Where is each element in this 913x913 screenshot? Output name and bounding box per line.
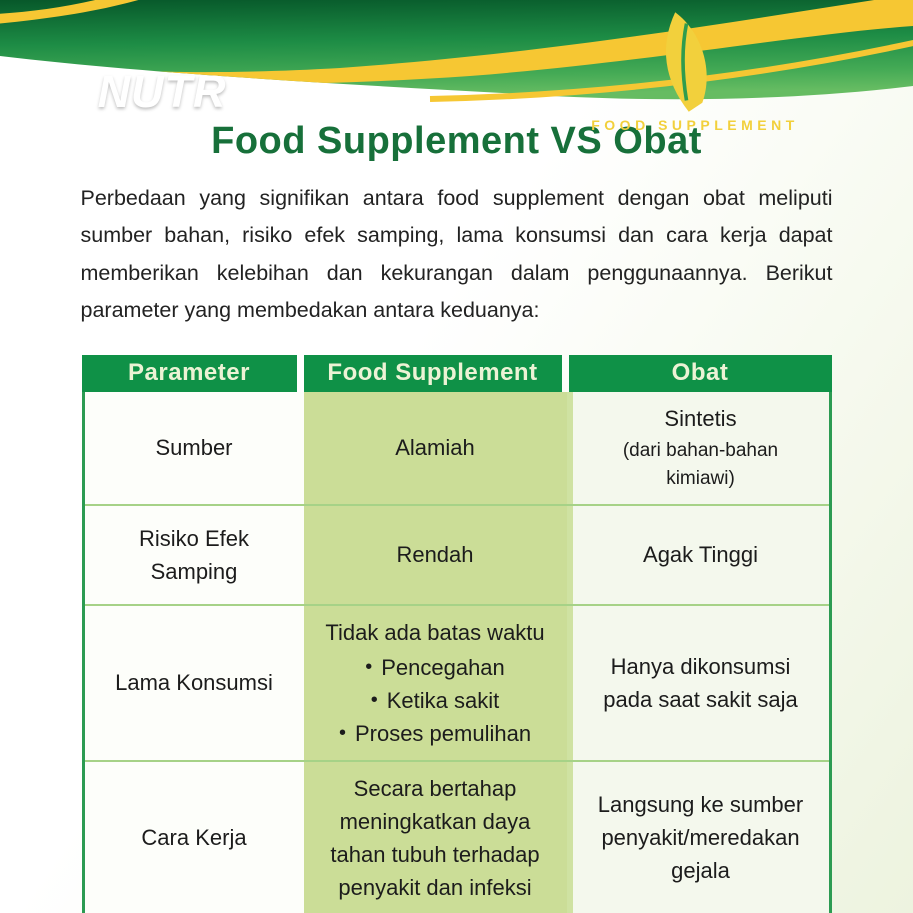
logo-text-nutr: NUTR xyxy=(97,66,227,117)
cell-parameter: Lama Konsumsi xyxy=(84,605,304,760)
supplement-intro-text: Tidak ada batas waktu xyxy=(325,619,545,645)
bullet-text: Pencegahan xyxy=(381,654,505,680)
cell-parameter: Sumber xyxy=(84,391,304,504)
cell-supplement: Alamiah xyxy=(303,391,567,504)
leaf-icon xyxy=(665,12,707,112)
header-food-supplement: Food Supplement xyxy=(303,354,562,392)
obat-note-text: (dari bahan-bahan kimiawi) xyxy=(622,439,779,490)
intro-paragraph: Perbedaan yang signifikan antara food su… xyxy=(80,186,833,323)
cell-obat: Hanya dikonsumsi pada saat sakit saja xyxy=(566,605,829,760)
bullet-text: Proses pemulihan xyxy=(354,720,532,746)
brand-banner: NUTR MAX TM FOOD SUPPLEMENT xyxy=(0,0,913,133)
list-item: • Proses pemulihan xyxy=(339,717,531,750)
cell-parameter: Risiko Efek Samping xyxy=(84,505,304,604)
header-parameter: Parameter xyxy=(81,354,297,392)
bullet-icon: • xyxy=(370,689,378,712)
bullet-text: Ketika sakit xyxy=(386,687,500,713)
cell-obat: Langsung ke sumber penyakit/meredakan ge… xyxy=(566,761,829,913)
list-item: • Pencegahan xyxy=(365,651,505,684)
table-row-risiko: Risiko Efek Samping Rendah Agak Tinggi xyxy=(84,505,829,606)
cell-obat: Sintetis (dari bahan-bahan kimiawi) xyxy=(566,391,829,504)
bullet-icon: • xyxy=(365,656,373,679)
nutrimax-logo: NUTR MAX TM FOOD SUPPLEMENT xyxy=(98,10,826,133)
table-row-sumber: Sumber Alamiah Sintetis (dari bahan-baha… xyxy=(84,391,829,506)
supplement-bullet-list: • Pencegahan • Ketika sakit • Proses pem… xyxy=(339,651,531,750)
comparison-table: Parameter Food Supplement Obat Sumber Al… xyxy=(81,354,832,913)
obat-main-text: Sintetis xyxy=(664,405,737,431)
bullet-icon: • xyxy=(338,722,346,745)
table-body: Sumber Alamiah Sintetis (dari bahan-baha… xyxy=(81,391,832,913)
table-row-lama-konsumsi: Lama Konsumsi Tidak ada batas waktu • Pe… xyxy=(84,605,829,762)
cell-supplement: Tidak ada batas waktu • Pencegahan • Ket… xyxy=(303,605,567,760)
table-row-cara-kerja: Cara Kerja Secara bertahap meningkatkan … xyxy=(84,761,829,913)
cell-parameter: Cara Kerja xyxy=(84,761,304,913)
header-obat: Obat xyxy=(568,354,832,392)
list-item: • Ketika sakit xyxy=(371,684,500,717)
page-title: Food Supplement VS Obat xyxy=(211,120,702,162)
cell-obat: Agak Tinggi xyxy=(566,505,829,604)
logo-wordmark: NUTR MAX TM xyxy=(98,10,913,114)
banner-yellow-sliver xyxy=(0,0,170,24)
cell-supplement: Secara bertahap meningkatkan daya tahan … xyxy=(303,761,567,913)
table-header-row: Parameter Food Supplement Obat xyxy=(81,354,832,392)
logo-tagline: FOOD SUPPLEMENT xyxy=(591,117,799,133)
cell-supplement: Rendah xyxy=(303,505,567,604)
